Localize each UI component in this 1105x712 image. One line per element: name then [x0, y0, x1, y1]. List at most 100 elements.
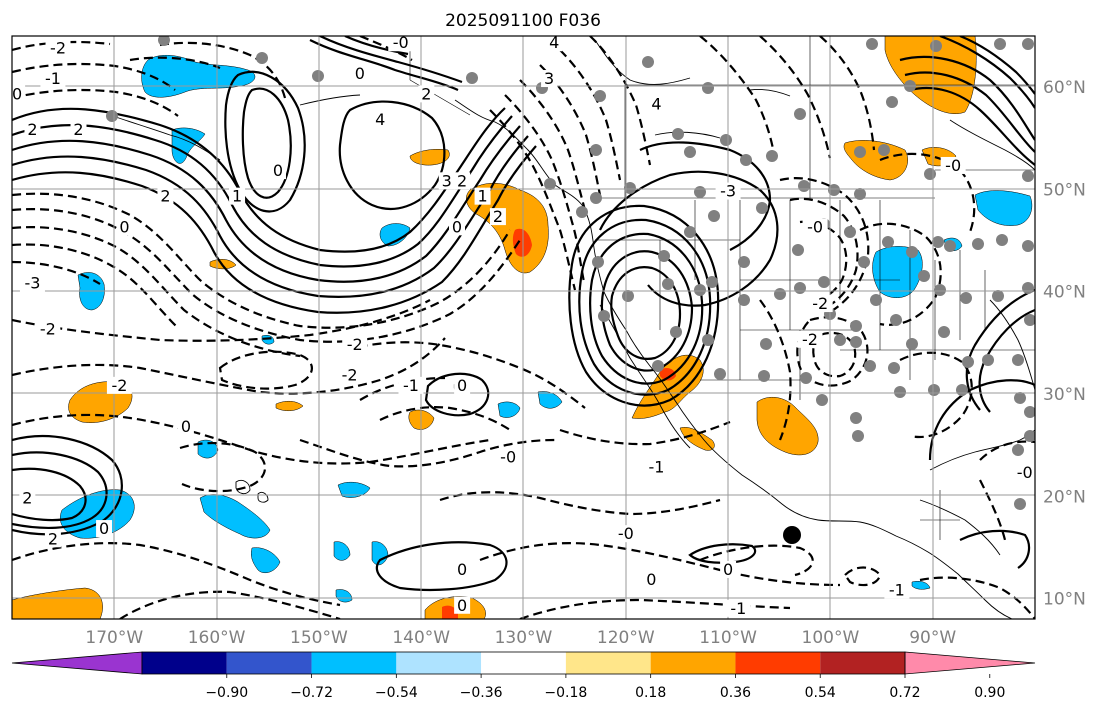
contour-label: 2	[421, 84, 431, 103]
contour-label-halo	[177, 417, 194, 435]
colorbar-segment	[226, 652, 312, 674]
colorbar	[11, 651, 1036, 675]
contour-label-halo	[269, 162, 286, 180]
contour-label: -2	[111, 376, 127, 395]
latitude-label: 30°N	[1043, 385, 1086, 405]
latitude-labels: 60°N 50°N 40°N 30°N 20°N 10°N	[1043, 78, 1086, 609]
contour-label-halo	[454, 172, 471, 190]
contour-label-halo	[44, 530, 61, 548]
longitude-label: 110°W	[699, 628, 757, 648]
latitude-label: 20°N	[1043, 487, 1086, 507]
contour-label: 2	[22, 488, 32, 507]
colorbar-segment	[396, 652, 482, 674]
longitude-label: 170°W	[85, 628, 143, 648]
strong-positive-shading	[442, 228, 676, 619]
contour-label: 0	[723, 560, 733, 579]
contour-label-halo	[342, 335, 368, 353]
contour-label: 3	[544, 69, 554, 88]
contour-label-halo	[1012, 463, 1035, 481]
contour-label: 0	[457, 376, 467, 395]
contour-label: 0	[457, 596, 467, 615]
longitude-label: 160°W	[188, 628, 246, 648]
contour-label: -1	[889, 580, 905, 599]
contour-label: 2	[493, 207, 503, 226]
contour-label-halo	[449, 218, 466, 236]
colorbar-tick-label: −0.90	[205, 685, 248, 701]
contour-label: -0	[945, 156, 961, 175]
colorbar-segment	[142, 652, 227, 674]
contour-label: -1	[730, 599, 746, 618]
contour-label-halo	[438, 172, 455, 190]
contour-label-halo	[720, 560, 737, 578]
contour-label-halo	[106, 376, 132, 394]
contour-label: -2	[347, 335, 363, 354]
contour-label: 0	[181, 417, 191, 436]
contour-label-halo	[541, 70, 558, 88]
colorbar-segment	[311, 652, 397, 674]
contour-label-halo	[157, 187, 174, 205]
latitude-label: 10°N	[1043, 590, 1086, 610]
contour-label: 0	[99, 519, 109, 538]
colorbar-tick-label: −0.72	[290, 685, 333, 701]
contour-label: 2	[48, 529, 58, 548]
contour-label-halo	[474, 187, 491, 205]
contour-label-halo	[940, 156, 966, 174]
gridlines	[12, 36, 1035, 619]
contour-label-halo	[337, 366, 363, 384]
contour-label: 3	[442, 171, 452, 190]
contour-label-halo	[116, 218, 133, 236]
longitude-label: 100°W	[802, 628, 860, 648]
contour-label-halo	[454, 560, 471, 578]
contour-label-halo	[40, 70, 66, 88]
contour-label: 0	[355, 64, 365, 83]
longitude-label: 120°W	[597, 628, 655, 648]
station-dots	[106, 36, 1035, 510]
colorbar-tick-labels: −0.90 −0.72 −0.54 −0.36 −0.18 0.18 0.36 0.54 0.7…	[205, 674, 1005, 701]
contour-label-halo	[24, 121, 41, 139]
contour-label-halo	[489, 208, 506, 226]
colorbar-tick-label: −0.36	[460, 685, 503, 701]
contour-label-halo	[19, 274, 45, 292]
contour-label-halo	[351, 64, 368, 82]
contour-label: -0	[807, 217, 823, 236]
contour-label: -0	[1017, 463, 1033, 482]
contour-label: -2	[40, 320, 56, 339]
contour-label-halo	[648, 95, 665, 113]
colorbar-tick-label: 0.90	[974, 685, 1005, 701]
contour-label: 0	[457, 560, 467, 579]
contour-label-halo	[715, 182, 741, 200]
colorbar-segment	[650, 652, 736, 674]
longitude-label: 140°W	[392, 628, 450, 648]
contour-label: -0	[393, 33, 409, 52]
contour-label-halo	[454, 596, 471, 614]
contour-label: 0	[452, 217, 462, 236]
contour-label: -1	[649, 458, 665, 477]
contour-label-halo	[35, 320, 61, 338]
contour-label-halo	[70, 121, 87, 139]
contour-label-halo	[418, 85, 435, 103]
contour-label: 4	[651, 95, 661, 114]
contour-label: -2	[342, 366, 358, 385]
contour-label-halo	[229, 187, 246, 205]
contour-label: -2	[50, 38, 66, 57]
contour-label: -1	[403, 376, 419, 395]
contour-label-halo	[372, 110, 389, 128]
contour-label-halo	[797, 330, 823, 348]
colorbar-segment	[820, 652, 905, 674]
contour-label-halo	[388, 36, 414, 52]
contour-label-halo	[546, 36, 563, 52]
contour-label: -0	[618, 524, 634, 543]
longitude-label: 90°W	[909, 628, 956, 648]
contour-label-halo	[398, 376, 424, 394]
contour-label-halo	[884, 581, 910, 599]
contour-label: -3	[720, 182, 736, 201]
contour-label: 1	[232, 187, 242, 206]
contour-label: -0	[500, 447, 516, 466]
contour-label: -3	[24, 274, 40, 293]
contour-label-halo	[807, 295, 833, 313]
latitude-label: 60°N	[1043, 78, 1086, 98]
contour-label: -2	[812, 294, 828, 313]
